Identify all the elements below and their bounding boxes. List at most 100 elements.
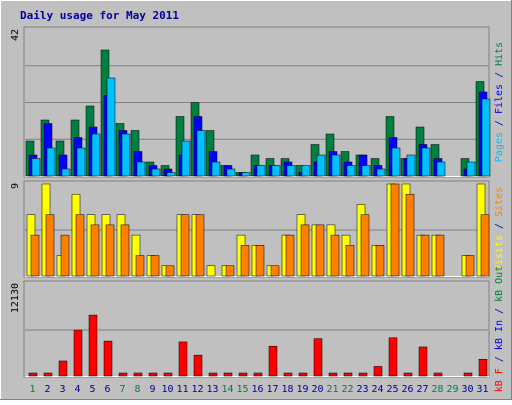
chart-title: Daily usage for May 2011	[20, 9, 179, 22]
right-legend-label: Visits / Sites	[494, 187, 505, 271]
bar-kbytes-6	[103, 340, 113, 377]
right-legend-label: Pages / Files / Hits	[494, 42, 505, 162]
bar-sites-25	[390, 183, 400, 277]
bar-kbytes-19	[298, 372, 308, 377]
bar-pages-6	[106, 77, 116, 177]
x-axis-label-day-4: 4	[74, 384, 80, 395]
x-axis-label-day-27: 27	[416, 384, 428, 395]
bar-sites-21	[330, 234, 340, 277]
bar-kbytes-24	[373, 366, 383, 377]
bar-sites-14	[225, 265, 235, 277]
legend-sites: Sites	[494, 187, 505, 217]
bar-sites-17	[270, 265, 280, 277]
bar-kbytes-18	[283, 372, 293, 377]
bar-kbytes-12	[193, 354, 203, 377]
bar-kbytes-8	[133, 372, 143, 377]
bar-pages-18	[286, 165, 296, 177]
bar-sites-11	[180, 214, 190, 277]
x-axis-label-day-8: 8	[134, 384, 140, 395]
bar-sites-20	[315, 224, 325, 277]
bar-sites-19	[300, 224, 310, 277]
bar-sites-28	[435, 234, 445, 277]
bar-sites-15	[240, 245, 250, 277]
x-axis-label-day-13: 13	[206, 384, 218, 395]
bar-sites-9	[150, 255, 160, 277]
x-axis-label-day-16: 16	[251, 384, 263, 395]
legend-separator: /	[494, 302, 505, 320]
x-axis-label-day-1: 1	[29, 384, 35, 395]
bar-sites-5	[90, 224, 100, 277]
bar-pages-19	[301, 165, 311, 177]
bar-pages-16	[256, 165, 266, 177]
bar-kbytes-9	[148, 372, 158, 377]
legend-visits: Visits	[494, 235, 505, 271]
legend-files: Files	[494, 84, 505, 114]
bar-pages-9	[151, 168, 161, 177]
bar-kbytes-17	[268, 345, 278, 377]
bar-kbytes-1	[28, 372, 38, 377]
x-axis-label-day-31: 31	[476, 384, 488, 395]
legend-separator: /	[494, 66, 505, 84]
bar-kbytes-5	[88, 314, 98, 377]
x-axis-label-day-20: 20	[311, 384, 323, 395]
bar-pages-8	[136, 161, 146, 177]
x-axis-label-day-18: 18	[281, 384, 293, 395]
bar-pages-27	[421, 147, 431, 177]
bar-kbytes-30	[463, 372, 473, 377]
x-axis-label-day-10: 10	[161, 384, 173, 395]
bar-sites-7	[120, 224, 130, 277]
bar-sites-31	[480, 214, 490, 277]
bar-sites-8	[135, 255, 145, 277]
bar-pages-23	[361, 165, 371, 177]
bar-sites-3	[60, 234, 70, 277]
bar-pages-13	[211, 161, 221, 177]
bar-kbytes-16	[253, 372, 263, 377]
x-axis-label-day-22: 22	[341, 384, 353, 395]
bar-kbytes-15	[238, 372, 248, 377]
bar-kbytes-3	[58, 360, 68, 377]
bar-kbytes-7	[118, 372, 128, 377]
bar-kbytes-31	[478, 358, 488, 377]
x-axis-day-labels: 1 2 3 4 5 6 7 8 9 10 11 12 13 14 15 16 17 18 19 20 21 22 23 24 2…	[29, 384, 488, 395]
bar-kbytes-14	[223, 372, 233, 377]
bar-kbytes-26	[403, 372, 413, 377]
bar-sites-2	[45, 214, 55, 277]
bar-pages-11	[181, 140, 191, 177]
x-axis-label-day-30: 30	[461, 384, 473, 395]
bar-pages-31	[481, 98, 491, 177]
x-axis-label-day-15: 15	[236, 384, 248, 395]
bar-kbytes-2	[43, 372, 53, 377]
bar-sites-12	[195, 214, 205, 277]
panel-kbytes: 12 1 30 kB F / kB In / kB Out	[10, 266, 505, 392]
bar-pages-1	[31, 158, 41, 177]
x-axis-label-day-23: 23	[356, 384, 368, 395]
bar-pages-12	[196, 130, 206, 177]
bar-pages-22	[346, 165, 356, 177]
x-axis-label-day-5: 5	[89, 384, 95, 395]
legend-pages: Pages	[494, 132, 505, 162]
right-legend-label: kB F / kB In / kB Out	[494, 266, 505, 392]
bar-sites-23	[360, 214, 370, 277]
x-axis-label-day-12: 12	[191, 384, 203, 395]
bar-sites-22	[345, 245, 355, 277]
bar-pages-17	[271, 165, 281, 177]
bar-pages-21	[331, 154, 341, 177]
x-axis-label-day-14: 14	[221, 384, 233, 395]
bar-visits-13	[206, 265, 216, 277]
bar-sites-6	[105, 224, 115, 277]
bar-pages-30	[466, 161, 476, 177]
x-axis-label-day-9: 9	[149, 384, 155, 395]
bar-kbytes-20	[313, 338, 323, 377]
bar-pages-5	[91, 133, 101, 177]
legend-kb-f: kB F	[494, 368, 505, 392]
bar-pages-15	[241, 172, 251, 177]
x-axis-label-day-24: 24	[371, 384, 383, 395]
bar-kbytes-13	[208, 372, 218, 377]
x-axis-label-day-6: 6	[104, 384, 110, 395]
legend-kb-in: kB In	[494, 320, 505, 350]
x-axis-label-day-2: 2	[44, 384, 50, 395]
bar-sites-1	[30, 234, 40, 277]
bar-sites-10	[165, 265, 175, 277]
bar-pages-25	[391, 147, 401, 177]
legend-separator: /	[494, 217, 505, 235]
